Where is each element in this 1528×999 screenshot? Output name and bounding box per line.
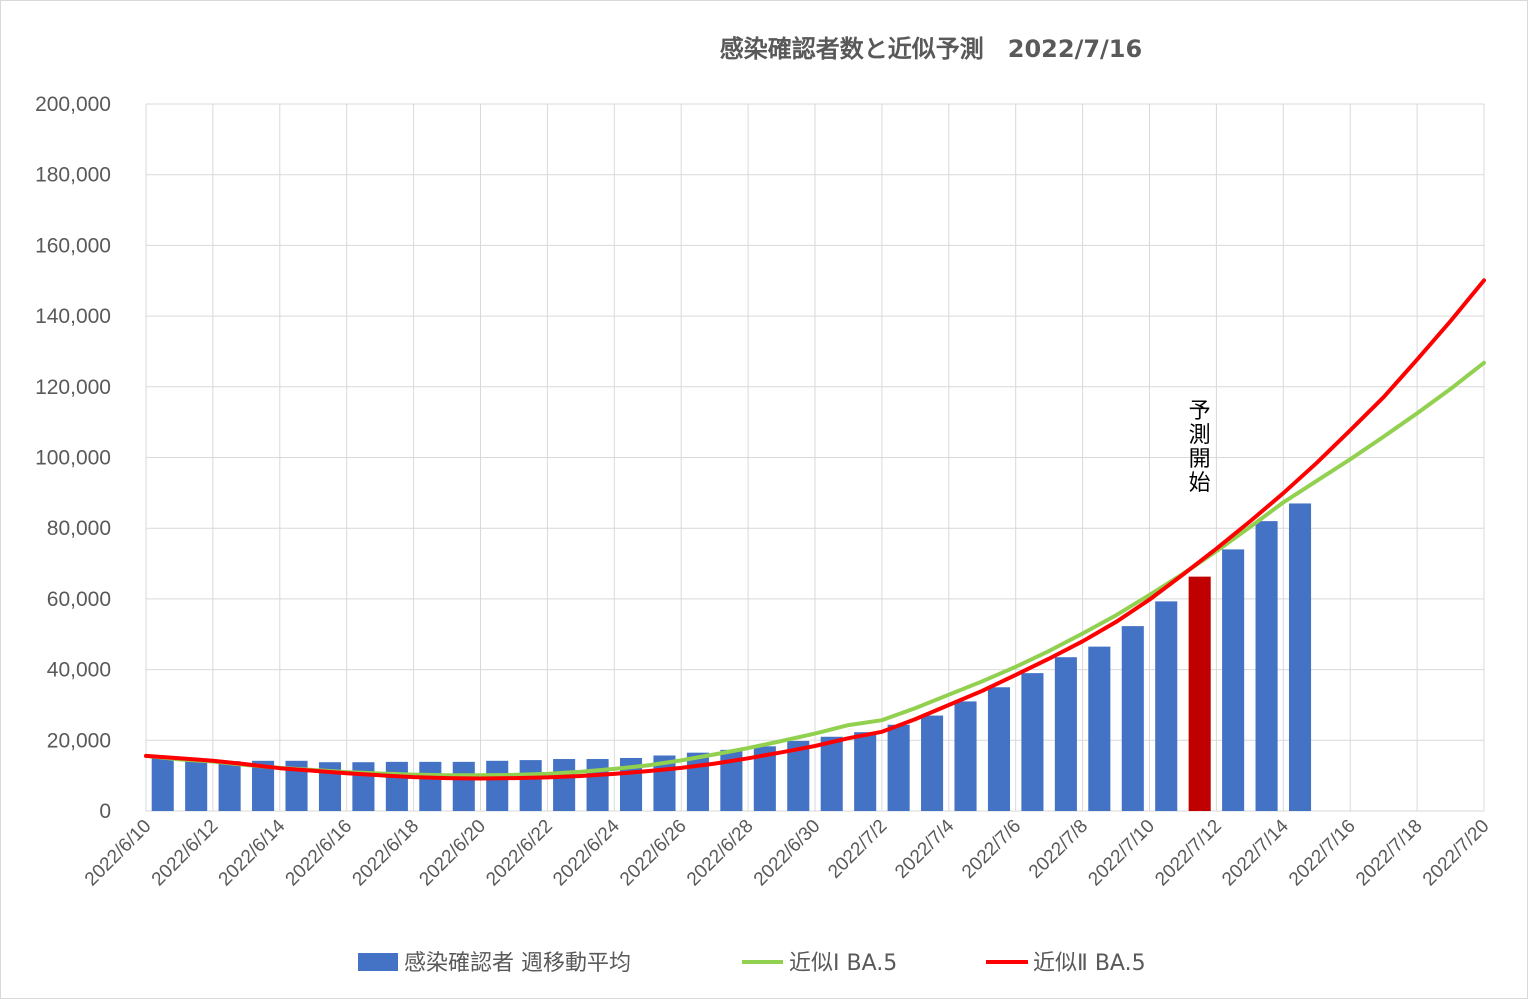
bar: [720, 749, 743, 811]
y-tick-label: 20,000: [47, 729, 111, 752]
x-tick-label: 2022/6/30: [750, 816, 825, 891]
bar: [385, 761, 408, 811]
bar: [553, 759, 576, 811]
y-axis-ticks: 0 20,000 40,000 60,000 80,000 100,000 120,000 1…: [35, 93, 111, 823]
x-tick-label: 2022/7/4: [891, 815, 958, 882]
bars-layer: [151, 503, 1312, 811]
bar: [1222, 549, 1245, 811]
bar: [218, 761, 241, 811]
x-tick-label: 2022/7/20: [1419, 816, 1494, 891]
y-tick-label: 200,000: [35, 93, 111, 116]
x-tick-label: 2022/7/8: [1025, 816, 1092, 883]
x-tick-label: 2022/6/18: [349, 816, 424, 891]
y-tick-label: 40,000: [47, 659, 111, 682]
annotation-forecast-start: 予測開始: [1189, 399, 1211, 496]
bar: [486, 760, 509, 811]
bar: [1155, 601, 1178, 811]
bar: [686, 752, 709, 811]
y-tick-label: 0: [99, 800, 111, 823]
bar: [519, 760, 542, 811]
bar-highlight: [1188, 576, 1211, 811]
x-tick-label: 2022/6/24: [549, 815, 624, 890]
series-line-approx-2: [144, 278, 1486, 781]
bar: [1088, 646, 1111, 811]
x-tick-label: 2022/6/16: [282, 816, 357, 891]
x-tick-label: 2022/7/6: [958, 816, 1025, 883]
legend: 感染確認者 週移動平均 近似Ⅰ BA.5 近似Ⅱ BA.5: [358, 951, 1146, 976]
y-tick-label: 60,000: [47, 588, 111, 611]
bar: [887, 724, 910, 811]
y-tick-label: 100,000: [35, 447, 111, 470]
x-tick-label: 2022/7/14: [1218, 815, 1293, 890]
bar: [921, 715, 944, 811]
x-tick-label: 2022/7/16: [1285, 816, 1360, 891]
annotation-layer: 予測開始: [1189, 399, 1211, 496]
x-tick-label: 2022/6/20: [415, 816, 490, 891]
y-tick-label: 120,000: [35, 376, 111, 399]
bar: [151, 757, 174, 811]
chart-title: 感染確認者数と近似予測 2022/7/16: [720, 35, 1142, 63]
bar: [787, 741, 810, 811]
legend-label-approx-1: 近似Ⅰ BA.5: [789, 951, 897, 976]
bar: [1121, 626, 1144, 811]
x-tick-label: 2022/7/10: [1084, 816, 1159, 891]
bar: [419, 761, 442, 811]
x-axis-ticks: 2022/6/102022/6/122022/6/142022/6/162022…: [81, 815, 1494, 890]
annotation-text: 予測開始: [1189, 399, 1211, 496]
y-tick-label: 180,000: [35, 164, 111, 187]
x-tick-label: 2022/6/12: [148, 816, 223, 891]
bar: [586, 759, 609, 811]
x-tick-label: 2022/7/18: [1352, 816, 1427, 891]
bar: [318, 762, 342, 811]
bar: [185, 759, 208, 811]
bar: [1021, 673, 1044, 811]
legend-swatch-bar: [358, 953, 398, 971]
bar: [1255, 521, 1278, 811]
legend-label-approx-2: 近似Ⅱ BA.5: [1033, 951, 1146, 976]
bar: [987, 687, 1011, 811]
bar: [954, 701, 977, 811]
bar: [285, 760, 308, 811]
grid-layer: [145, 103, 1485, 812]
bar: [1054, 657, 1077, 811]
x-tick-label: 2022/7/12: [1151, 816, 1226, 891]
bar: [753, 746, 776, 811]
x-tick-label: 2022/6/26: [616, 816, 691, 891]
y-tick-label: 80,000: [47, 517, 111, 540]
bar: [854, 732, 877, 811]
x-tick-label: 2022/6/10: [81, 816, 156, 891]
y-tick-label: 160,000: [35, 234, 111, 257]
legend-label-bar: 感染確認者 週移動平均: [404, 951, 631, 976]
x-tick-label: 2022/6/14: [215, 815, 290, 890]
x-tick-label: 2022/6/22: [482, 816, 557, 891]
lines-layer: [144, 278, 1486, 781]
bar: [252, 760, 275, 811]
bar: [820, 736, 843, 811]
y-tick-label: 140,000: [35, 305, 111, 328]
x-tick-label: 2022/6/28: [683, 816, 758, 891]
x-tick-label: 2022/7/2: [824, 816, 891, 883]
bar: [1288, 503, 1312, 811]
bar: [452, 761, 475, 811]
bar: [352, 762, 375, 811]
